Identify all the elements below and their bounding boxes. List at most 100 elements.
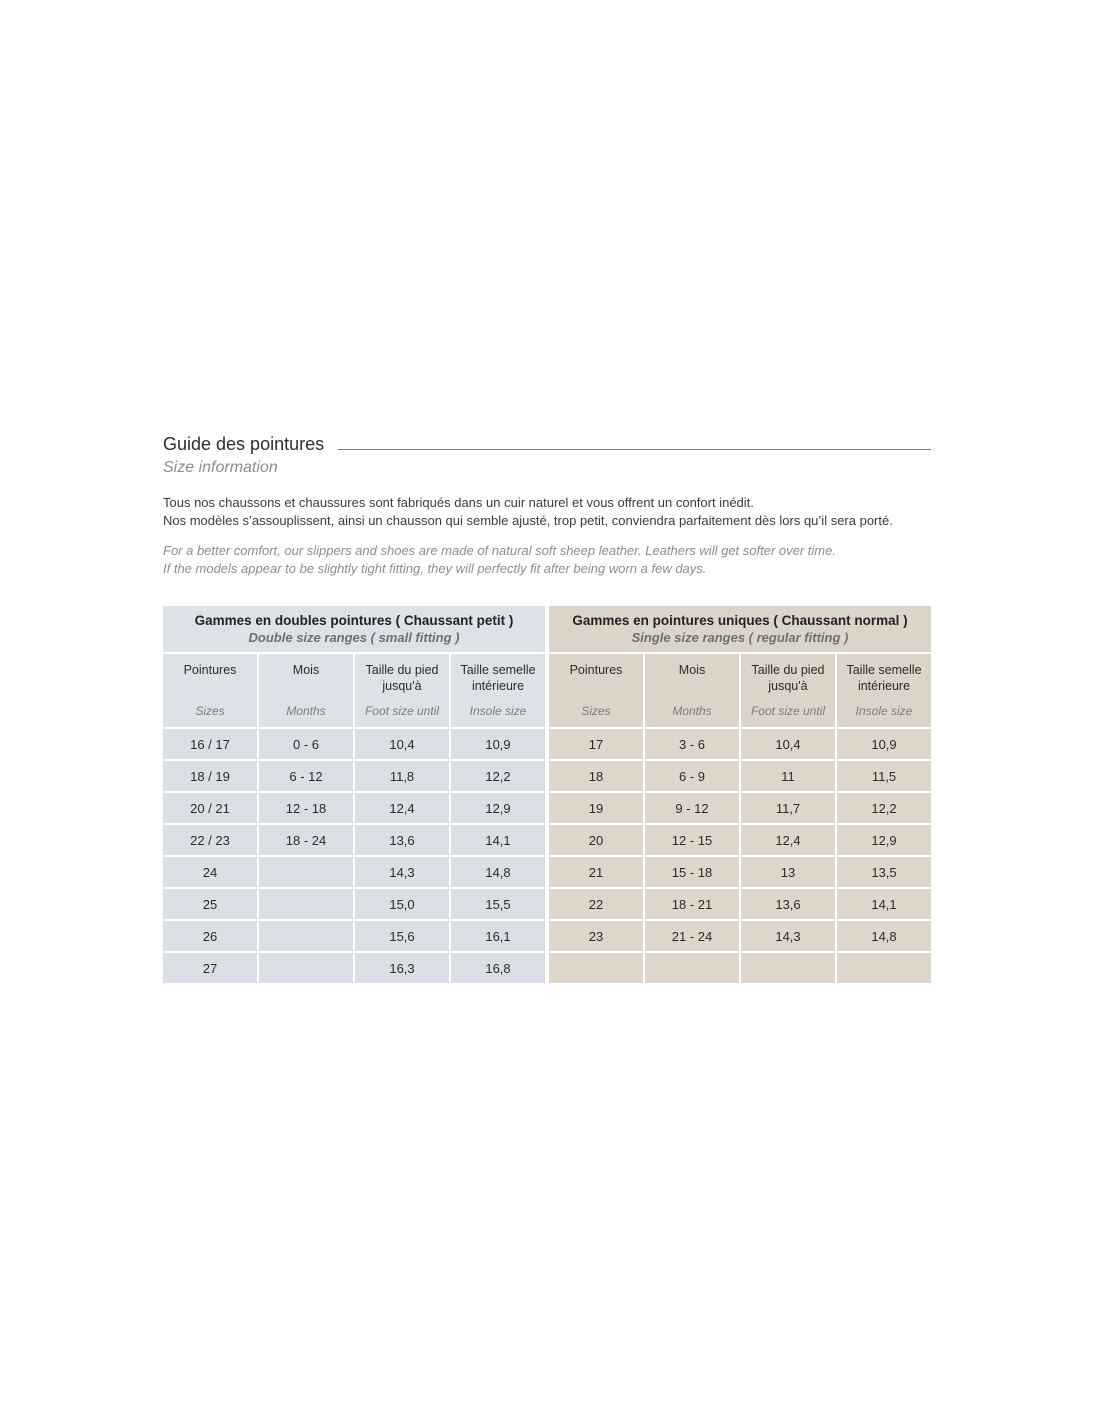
column-header-fr: Taille semelle intérieure — [846, 663, 922, 693]
table-cell: 16,8 — [451, 953, 545, 983]
page-title: Guide des pointures — [163, 434, 325, 454]
column-header-en: Months — [286, 704, 326, 718]
table-cell: 13,6 — [355, 825, 449, 855]
column-header-en: Foot size until — [750, 704, 826, 718]
column-header-en: Months — [672, 704, 712, 718]
table-cell: 14,3 — [741, 921, 835, 951]
column-header-en: Sizes — [581, 704, 611, 718]
table-cell: 15,6 — [355, 921, 449, 951]
intro-line-fr-1: Tous nos chaussons et chaussures sont fa… — [163, 495, 754, 510]
table-cell: 16 / 17 — [163, 729, 257, 759]
column-header: Taille du pied jusqu'à Foot size until — [741, 654, 835, 727]
table-cell: 20 — [549, 825, 643, 855]
table-cell — [837, 953, 931, 983]
table-cell: 14,8 — [837, 921, 931, 951]
column-header: Mois Months — [259, 654, 353, 727]
column-header-en: Sizes — [195, 704, 225, 718]
table-cell — [741, 953, 835, 983]
table-cell — [259, 857, 353, 887]
table-cell — [259, 921, 353, 951]
column-header: Mois Months — [645, 654, 739, 727]
table-cell: 19 — [549, 793, 643, 823]
heading-rule — [338, 449, 931, 450]
table-cell: 12,9 — [451, 793, 545, 823]
table-title-en: Single size ranges ( regular fitting ) — [631, 630, 849, 645]
table-cell: 21 - 24 — [645, 921, 739, 951]
table-cell: 15,5 — [451, 889, 545, 919]
table-cell: 18 - 21 — [645, 889, 739, 919]
table-cell: 20 / 21 — [163, 793, 257, 823]
table-title: Gammes en pointures uniques ( Chaussant … — [549, 606, 931, 652]
double-size-table: Gammes en doubles pointures ( Chaussant … — [163, 606, 545, 983]
column-header: Pointures Sizes — [549, 654, 643, 727]
table-cell: 13 — [741, 857, 835, 887]
table-title-en: Double size ranges ( small fitting ) — [248, 630, 460, 645]
intro-line-en-2: If the models appear to be slightly tigh… — [163, 560, 707, 576]
table-cell: 13,5 — [837, 857, 931, 887]
table-cell: 0 - 6 — [259, 729, 353, 759]
table-cell: 11,7 — [741, 793, 835, 823]
table-cell — [259, 953, 353, 983]
table-cell: 12,9 — [837, 825, 931, 855]
size-tables: Gammes en doubles pointures ( Chaussant … — [163, 606, 931, 983]
table-cell: 17 — [549, 729, 643, 759]
column-header-en: Insole size — [469, 704, 527, 718]
table-cell: 26 — [163, 921, 257, 951]
table-cell: 15,0 — [355, 889, 449, 919]
table-cell: 3 - 6 — [645, 729, 739, 759]
table-cell: 13,6 — [741, 889, 835, 919]
column-header: Pointures Sizes — [163, 654, 257, 727]
column-header-en: Foot size until — [364, 704, 440, 718]
table-cell: 14,1 — [837, 889, 931, 919]
table-cell: 6 - 9 — [645, 761, 739, 791]
table-cell: 6 - 12 — [259, 761, 353, 791]
single-size-table: Gammes en pointures uniques ( Chaussant … — [549, 606, 931, 983]
table-cell: 21 — [549, 857, 643, 887]
table-cell: 14,8 — [451, 857, 545, 887]
column-header: Taille du pied jusqu'à Foot size until — [355, 654, 449, 727]
table-cell: 12,4 — [741, 825, 835, 855]
column-header-fr: Pointures — [183, 663, 237, 677]
column-header-fr: Taille du pied jusqu'à — [751, 663, 825, 693]
table-cell: 12,4 — [355, 793, 449, 823]
table-title-fr: Gammes en pointures uniques ( Chaussant … — [572, 613, 908, 628]
table-cell: 22 — [549, 889, 643, 919]
column-header: Taille semelle intérieure Insole size — [451, 654, 545, 727]
column-header: Taille semelle intérieure Insole size — [837, 654, 931, 727]
intro-line-fr-2: Nos modèles s’assouplissent, ainsi un ch… — [163, 512, 893, 528]
table-cell: 27 — [163, 953, 257, 983]
table-cell — [549, 953, 643, 983]
size-guide-section: Guide des pointures Size information Tou… — [163, 433, 931, 983]
table-cell: 12 - 15 — [645, 825, 739, 855]
table-cell: 14,1 — [451, 825, 545, 855]
table-cell: 10,9 — [837, 729, 931, 759]
table-cell: 22 / 23 — [163, 825, 257, 855]
column-header-fr: Mois — [292, 663, 320, 677]
page-subtitle: Size information — [163, 459, 278, 476]
column-header-fr: Taille semelle intérieure — [460, 663, 536, 693]
column-header-fr: Taille du pied jusqu'à — [365, 663, 439, 693]
intro-line-en-1: For a better comfort, our slippers and s… — [163, 543, 836, 558]
table-cell: 12,2 — [837, 793, 931, 823]
column-header-en: Insole size — [855, 704, 913, 718]
column-header-fr: Mois — [678, 663, 706, 677]
table-cell: 16,1 — [451, 921, 545, 951]
table-cell: 23 — [549, 921, 643, 951]
table-cell: 14,3 — [355, 857, 449, 887]
table-cell: 10,4 — [741, 729, 835, 759]
table-cell: 24 — [163, 857, 257, 887]
table-cell: 18 - 24 — [259, 825, 353, 855]
table-cell — [645, 953, 739, 983]
table-title: Gammes en doubles pointures ( Chaussant … — [163, 606, 545, 652]
table-cell: 11,5 — [837, 761, 931, 791]
heading-row: Guide des pointures — [163, 433, 931, 455]
table-cell: 9 - 12 — [645, 793, 739, 823]
table-cell: 12,2 — [451, 761, 545, 791]
column-header-fr: Pointures — [569, 663, 623, 677]
table-title-fr: Gammes en doubles pointures ( Chaussant … — [194, 613, 514, 628]
table-cell: 16,3 — [355, 953, 449, 983]
table-cell: 25 — [163, 889, 257, 919]
table-cell: 12 - 18 — [259, 793, 353, 823]
table-cell: 11 — [741, 761, 835, 791]
table-cell: 10,4 — [355, 729, 449, 759]
